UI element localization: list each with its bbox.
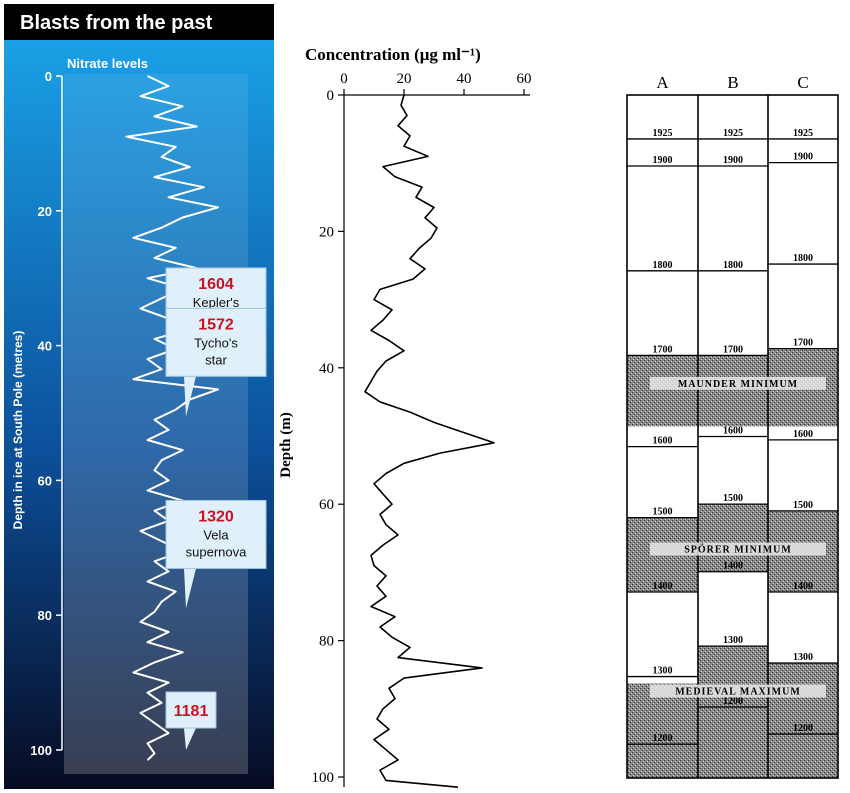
y-tick-label: 100 xyxy=(30,743,52,758)
boundary-label: 1400 xyxy=(653,581,673,592)
callout-line2: star xyxy=(205,352,227,367)
callout-line1: Vela xyxy=(203,527,229,542)
callout-pointer xyxy=(184,568,196,609)
boundary-label: 1700 xyxy=(723,344,743,355)
boundary-label: 1500 xyxy=(793,500,813,511)
date-boundaries: 1925 1925 1925 1900 1900 1900 1800 1800 1800 1700… xyxy=(627,128,838,745)
boundary-label: 1300 xyxy=(653,666,673,677)
callout-box xyxy=(165,307,267,377)
panel-title-bar xyxy=(4,4,274,40)
callout-year: 1181 xyxy=(174,703,209,720)
boundary-label: 1200 xyxy=(793,723,813,734)
callout-line1: Kepler's xyxy=(193,295,240,310)
boundary-label: 1700 xyxy=(653,344,673,355)
callout-box xyxy=(165,499,267,569)
boundary-label: 1925 xyxy=(723,128,743,139)
column-header-a: A xyxy=(656,73,669,92)
boundary-label: 1900 xyxy=(653,155,673,166)
y-tick-label: 60 xyxy=(38,473,52,488)
boundary-label: 1600 xyxy=(653,436,673,447)
boundary-label: 1700 xyxy=(793,338,813,349)
boundary-label: 1925 xyxy=(653,128,673,139)
y-tick-label: 20 xyxy=(319,224,334,240)
y-tick-label: 80 xyxy=(319,634,334,650)
plot-area xyxy=(64,74,248,774)
boundary-label: 1900 xyxy=(723,155,743,166)
y-tick-label: 40 xyxy=(319,361,334,377)
shaded-interval xyxy=(627,683,698,778)
depth-axis-title: Depth (m) xyxy=(278,412,294,477)
band-label-bg xyxy=(650,376,826,390)
callout-year: 1604 xyxy=(198,276,234,293)
boundary-label: 1300 xyxy=(793,652,813,663)
x-tick-label: 40 xyxy=(457,71,472,87)
callout-pointer xyxy=(184,376,196,417)
x-ticks: 0 20 40 60 xyxy=(340,71,532,95)
concentration-title: Concentration (μg ml⁻¹) xyxy=(305,45,481,64)
y-axis-title: Depth in ice at South Pole (metres) xyxy=(11,331,25,530)
boundary-label: 1800 xyxy=(793,253,813,264)
boundary-label: 1900 xyxy=(793,152,813,163)
boundary-label: 1925 xyxy=(793,128,813,139)
boundary-label: 1600 xyxy=(723,426,743,437)
callout-1320: 1320 Vela supernova xyxy=(165,499,267,609)
shaded-interval xyxy=(698,646,768,778)
boundary-label: 1200 xyxy=(723,696,743,707)
column-header-b: B xyxy=(727,73,738,92)
boundary-label: 1500 xyxy=(653,507,673,518)
band-label-bg xyxy=(650,684,826,698)
shaded-interval xyxy=(698,504,768,572)
y-tick-label: 80 xyxy=(38,608,52,623)
core-table-border xyxy=(626,94,839,779)
nitrate-series-line xyxy=(125,75,219,761)
x-tick-label: 0 xyxy=(340,71,348,87)
concentration-series-line xyxy=(364,94,495,788)
x-tick-label: 20 xyxy=(397,71,412,87)
concentration-panel: Concentration (μg ml⁻¹) 0 20 40 60 0 20 40 60 8… xyxy=(278,45,532,788)
band-label: MEDIEVAL MAXIMUM xyxy=(675,686,801,697)
shaded-interval xyxy=(768,663,838,778)
column-headers: A B C xyxy=(656,73,808,92)
boundary-label: 1300 xyxy=(723,635,743,646)
x-tick-label: 60 xyxy=(517,71,532,87)
event-callouts: 1604 Kepler's star1572 Tycho's star 1320 Vela s… xyxy=(165,267,267,750)
y-tick-label: 0 xyxy=(327,88,335,104)
nitrate-panel: Blasts from the past Nitrate levels 0 20 4… xyxy=(4,4,274,789)
y-tick-label: 20 xyxy=(38,204,52,219)
core-comparison-panel: 1925 1925 1925 1900 1900 1900 1800 1800 1800 1700… xyxy=(626,73,839,779)
column-header-c: C xyxy=(797,73,808,92)
boundary-label: 1500 xyxy=(723,493,743,504)
y-tick-label: 0 xyxy=(45,69,52,84)
callout-pointer xyxy=(184,728,196,750)
nitrate-subtitle: Nitrate levels xyxy=(67,56,148,71)
band-label: SPÖRER MINIMUM xyxy=(684,542,792,555)
y-tick-label: 40 xyxy=(38,339,52,354)
y-ticks-mid: 0 20 40 60 80 100 xyxy=(312,88,344,786)
y-tick-label: 60 xyxy=(319,497,334,513)
callout-1181: 1181 xyxy=(165,691,217,750)
callout-year: 1572 xyxy=(198,316,234,333)
callout-1572: 1572 Tycho's star xyxy=(165,307,267,417)
callout-year: 1320 xyxy=(198,508,234,525)
band-labels: MAUNDER MINIMUM SPÖRER MINIMUM MEDIEVAL MA… xyxy=(650,376,826,698)
callout-line1: Tycho's xyxy=(194,335,238,350)
boundary-label: 1800 xyxy=(653,260,673,271)
y-ticks: 0 20 40 60 80 100 xyxy=(30,69,62,758)
boundary-label: 1400 xyxy=(793,581,813,592)
shaded-interval xyxy=(627,355,698,427)
band-label: MAUNDER MINIMUM xyxy=(678,379,798,390)
y-tick-label: 100 xyxy=(312,770,335,786)
panel-title: Blasts from the past xyxy=(20,12,213,34)
callout-line2: supernova xyxy=(186,544,247,559)
shaded-interval xyxy=(698,355,768,427)
band-label-bg xyxy=(650,542,826,556)
boundary-label: 1200 xyxy=(653,733,673,744)
boundary-label: 1400 xyxy=(723,561,743,572)
boundary-label: 1600 xyxy=(793,429,813,440)
boundary-label: 1800 xyxy=(723,260,743,271)
callout-box xyxy=(165,691,217,729)
